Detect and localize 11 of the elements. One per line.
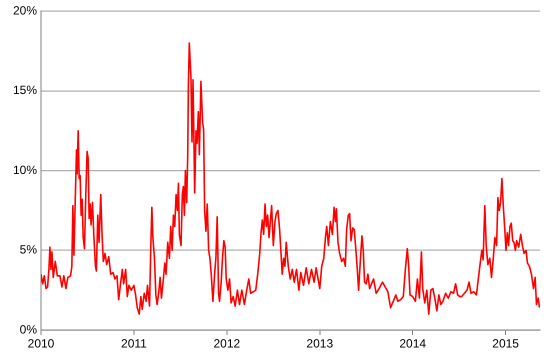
y-tick-label: 0% <box>20 322 38 336</box>
y-tick-label: 20% <box>12 4 38 18</box>
x-tick-label: 2011 <box>121 336 148 351</box>
x-tick-label: 2013 <box>306 336 334 351</box>
x-tick-label: 2014 <box>399 336 426 351</box>
y-tick-label: 15% <box>12 83 38 98</box>
x-tick-label: 2015 <box>492 336 520 351</box>
y-tick-label: 5% <box>20 242 38 257</box>
x-tick-label: 2010 <box>28 336 55 351</box>
y-tick-label: 10% <box>12 162 38 177</box>
x-tick-label: 2012 <box>213 336 241 351</box>
